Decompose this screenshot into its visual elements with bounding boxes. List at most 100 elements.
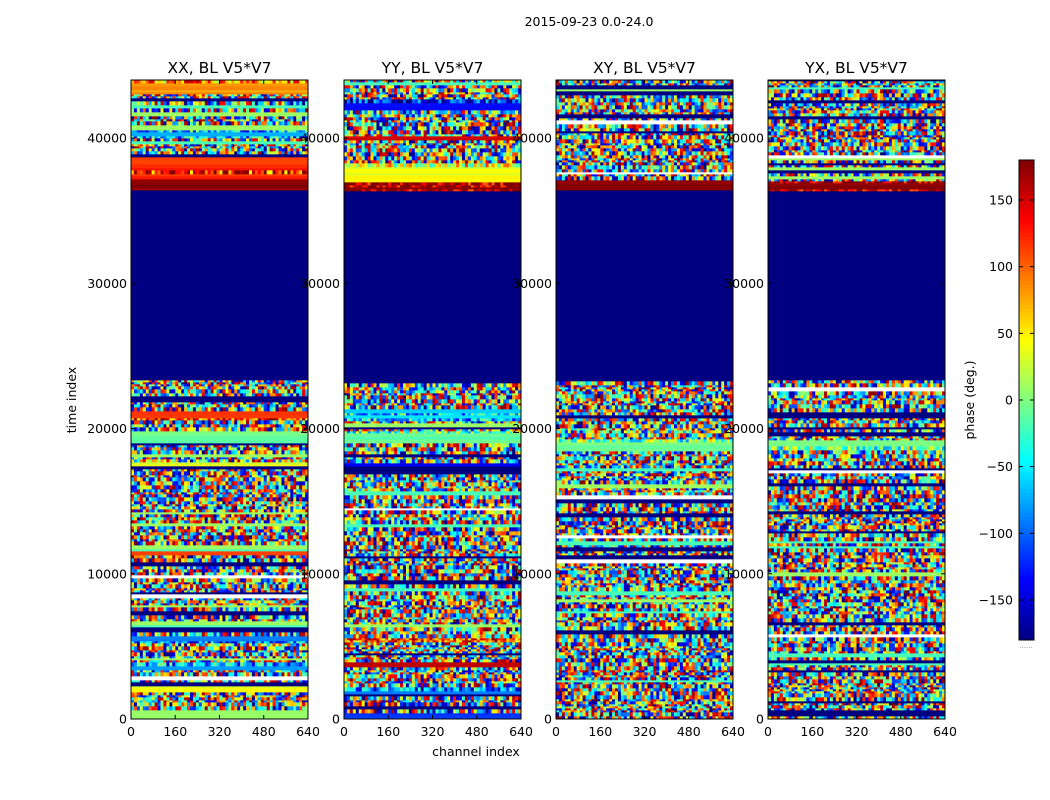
y-axis-label: time index bbox=[64, 367, 79, 433]
colorbar-swatch bbox=[1019, 388, 1034, 393]
colorbar-tick-label: 0 bbox=[1005, 393, 1013, 408]
colorbar-swatch bbox=[1019, 604, 1034, 609]
colorbar-gradient bbox=[1019, 160, 1034, 641]
y-tick-label: 40000 bbox=[87, 131, 127, 146]
y-tick-label: 40000 bbox=[300, 131, 340, 146]
colorbar-swatch bbox=[1019, 240, 1034, 245]
colorbar-swatch bbox=[1019, 392, 1034, 397]
y-tick-label: 10000 bbox=[87, 566, 127, 581]
suptitle: 2015-09-23 0.0-24.0 bbox=[525, 14, 654, 29]
colorbar-swatch bbox=[1019, 408, 1034, 413]
colorbar-swatch bbox=[1019, 400, 1034, 405]
colorbar-swatch bbox=[1019, 516, 1034, 521]
colorbar-swatch bbox=[1019, 228, 1034, 233]
colorbar-swatch bbox=[1019, 460, 1034, 465]
y-tick-label: 30000 bbox=[87, 276, 127, 291]
colorbar-swatch bbox=[1019, 556, 1034, 561]
colorbar-swatch bbox=[1019, 344, 1034, 349]
colorbar-swatch bbox=[1019, 368, 1034, 373]
colorbar-swatch bbox=[1019, 520, 1034, 525]
colorbar-swatch bbox=[1019, 480, 1034, 485]
colorbar-ticks: −150 −100 −50 0 50 100 150 bbox=[979, 193, 1034, 608]
colorbar-swatch bbox=[1019, 164, 1034, 169]
colorbar-swatch bbox=[1019, 452, 1034, 457]
colorbar-tick-label: −150 bbox=[979, 593, 1013, 608]
colorbar-swatch bbox=[1019, 500, 1034, 505]
y-tick-label: 20000 bbox=[724, 421, 764, 436]
colorbar-swatch bbox=[1019, 588, 1034, 593]
x-tick-label: 320 bbox=[421, 724, 445, 739]
colorbar-swatch bbox=[1019, 544, 1034, 549]
y-tick-label: 20000 bbox=[300, 421, 340, 436]
panel-yy: YY, BL V5*V7 0 160 320 480 640 0 10000 20000 3000… bbox=[300, 59, 533, 739]
colorbar-swatch bbox=[1019, 292, 1034, 297]
colorbar-swatch bbox=[1019, 296, 1034, 301]
colorbar-swatch bbox=[1019, 280, 1034, 285]
colorbar-swatch bbox=[1019, 540, 1034, 545]
heatmap-yx bbox=[768, 80, 945, 719]
y-tick-label: 0 bbox=[119, 712, 127, 727]
x-tick-label: 160 bbox=[800, 724, 824, 739]
y-tick-label: 0 bbox=[756, 712, 764, 727]
colorbar-tick-label: −100 bbox=[979, 526, 1013, 541]
colorbar-swatch bbox=[1019, 496, 1034, 501]
colorbar-swatch bbox=[1019, 576, 1034, 581]
colorbar-swatch bbox=[1019, 468, 1034, 473]
x-tick-label: 640 bbox=[509, 724, 533, 739]
colorbar-swatch bbox=[1019, 548, 1034, 553]
x-tick-label: 160 bbox=[376, 724, 400, 739]
colorbar-swatch bbox=[1019, 376, 1034, 381]
colorbar-swatch bbox=[1019, 448, 1034, 453]
colorbar-label: phase (deg.) bbox=[962, 361, 977, 440]
colorbar-swatch bbox=[1019, 308, 1034, 313]
colorbar-swatch bbox=[1019, 232, 1034, 237]
colorbar-swatch bbox=[1019, 584, 1034, 589]
colorbar-swatch bbox=[1019, 276, 1034, 281]
colorbar-swatch bbox=[1019, 628, 1034, 633]
x-tick-label: 160 bbox=[163, 724, 187, 739]
colorbar-swatch bbox=[1019, 304, 1034, 309]
colorbar-swatch bbox=[1019, 472, 1034, 477]
colorbar-swatch bbox=[1019, 508, 1034, 513]
panel-xx: XX, BL V5*V7 0 160 320 480 640 0 10000 20000 3000… bbox=[87, 59, 320, 739]
colorbar-swatch bbox=[1019, 632, 1034, 637]
y-tick-label: 20000 bbox=[512, 421, 552, 436]
x-tick-label: 0 bbox=[764, 724, 772, 739]
panel-title: XY, BL V5*V7 bbox=[593, 59, 696, 77]
colorbar-tick-label: 100 bbox=[989, 259, 1013, 274]
colorbar-swatch bbox=[1019, 528, 1034, 533]
colorbar-swatch bbox=[1019, 412, 1034, 417]
colorbar-swatch bbox=[1019, 616, 1034, 621]
colorbar-swatch bbox=[1019, 428, 1034, 433]
colorbar-swatch bbox=[1019, 476, 1034, 481]
colorbar-swatch bbox=[1019, 180, 1034, 185]
colorbar-swatch bbox=[1019, 212, 1034, 217]
colorbar-swatch bbox=[1019, 512, 1034, 517]
colorbar-swatch bbox=[1019, 256, 1034, 261]
colorbar-swatch bbox=[1019, 536, 1034, 541]
colorbar-swatch bbox=[1019, 356, 1034, 361]
colorbar-dots: ...... bbox=[1019, 642, 1032, 650]
colorbar-swatch bbox=[1019, 380, 1034, 385]
colorbar-swatch bbox=[1019, 444, 1034, 449]
colorbar-swatch bbox=[1019, 172, 1034, 177]
y-tick-label: 10000 bbox=[300, 566, 340, 581]
y-tick-label: 0 bbox=[544, 712, 552, 727]
colorbar-swatch bbox=[1019, 524, 1034, 529]
heatmap-xx bbox=[131, 80, 308, 719]
y-tick-label: 40000 bbox=[724, 131, 764, 146]
y-tick-label: 20000 bbox=[87, 421, 127, 436]
colorbar-swatch bbox=[1019, 248, 1034, 253]
colorbar-swatch bbox=[1019, 612, 1034, 617]
y-tick-label: 10000 bbox=[512, 566, 552, 581]
colorbar-swatch bbox=[1019, 192, 1034, 197]
heatmap-yy bbox=[344, 80, 521, 719]
x-tick-label: 320 bbox=[208, 724, 232, 739]
colorbar-swatch bbox=[1019, 600, 1034, 605]
colorbar-swatch bbox=[1019, 464, 1034, 469]
colorbar-swatch bbox=[1019, 332, 1034, 337]
colorbar-swatch bbox=[1019, 328, 1034, 333]
colorbar-swatch bbox=[1019, 404, 1034, 409]
colorbar-swatch bbox=[1019, 572, 1034, 577]
